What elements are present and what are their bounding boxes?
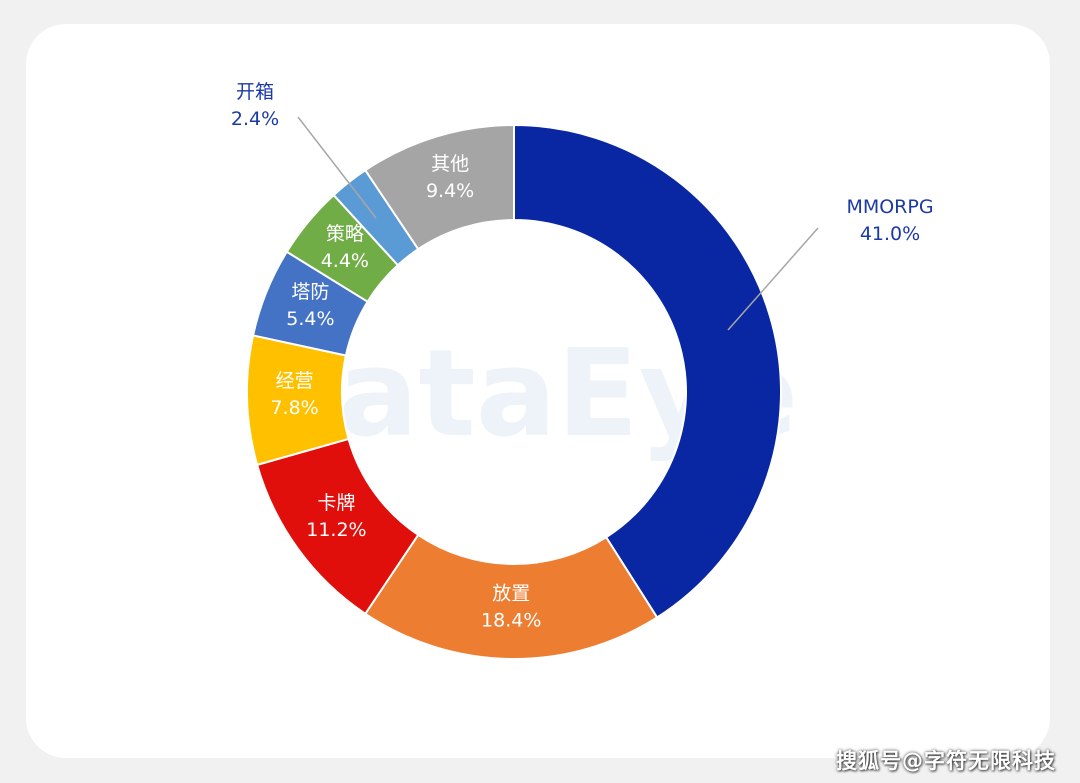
leader-line-6 bbox=[297, 116, 377, 219]
slice-value-6: 2.4% bbox=[231, 108, 279, 130]
slice-label-5: 策略 bbox=[326, 223, 364, 245]
source-watermark: 搜狐号@字符无限科技 bbox=[836, 749, 1056, 773]
slice-value-1: 18.4% bbox=[481, 609, 541, 631]
slice-label-2: 卡牌 bbox=[317, 492, 355, 514]
slice-value-2: 11.2% bbox=[306, 519, 366, 541]
slice-label-4: 塔防 bbox=[291, 281, 329, 303]
slice-value-7: 9.4% bbox=[426, 180, 474, 202]
slice-label-6: 开箱 bbox=[236, 81, 274, 103]
slice-value-3: 7.8% bbox=[270, 397, 318, 419]
slice-value-5: 4.4% bbox=[321, 250, 369, 272]
slice-label-7: 其他 bbox=[431, 153, 469, 175]
leader-line-0 bbox=[727, 227, 819, 331]
slice-label-1: 放置 bbox=[492, 582, 530, 604]
donut-slice-0 bbox=[513, 123, 782, 619]
slice-value-0: 41.0% bbox=[860, 223, 920, 245]
slice-label-3: 经营 bbox=[276, 370, 314, 392]
slice-value-4: 5.4% bbox=[286, 308, 334, 330]
slice-label-0: MMORPG bbox=[846, 196, 933, 218]
donut-slice-7 bbox=[363, 123, 515, 251]
